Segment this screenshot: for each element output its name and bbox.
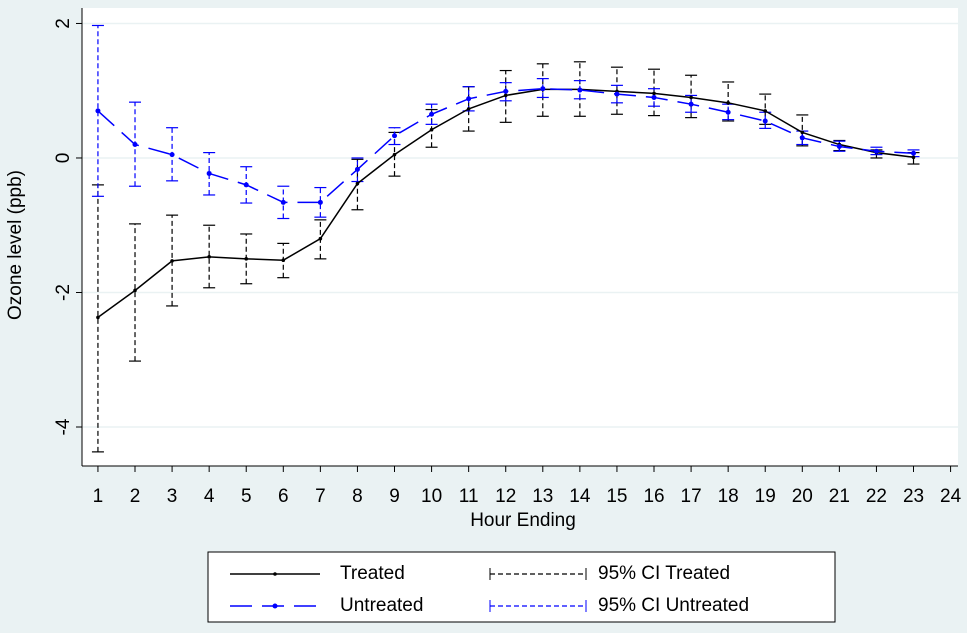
error-bar (314, 186, 327, 218)
error-bar (610, 66, 623, 115)
plot-area (82, 8, 958, 466)
x-tick-label: 3 (167, 486, 178, 507)
error-bar (648, 68, 661, 117)
x-tick-label: 5 (241, 486, 252, 507)
point (799, 135, 805, 141)
legend-marker (273, 572, 277, 576)
point (95, 108, 101, 114)
y-tick-label: 0 (53, 153, 74, 164)
x-tick-label: 12 (495, 486, 516, 507)
point (169, 152, 175, 158)
point (429, 127, 434, 132)
x-tick-label: 1 (93, 486, 104, 507)
point (392, 133, 398, 139)
x-tick-label: 20 (792, 486, 813, 507)
point (392, 152, 397, 157)
x-tick-label: 15 (606, 486, 627, 507)
point (207, 255, 211, 259)
x-tick-label: 2 (130, 486, 141, 507)
point (873, 148, 879, 154)
point (762, 118, 768, 124)
point (911, 150, 917, 156)
point (318, 236, 323, 241)
legend-label: 95% CI Untreated (598, 595, 749, 616)
x-tick-label: 4 (204, 486, 215, 507)
legend-label: Treated (340, 563, 405, 584)
error-bar (685, 74, 698, 119)
x-axis-label: Hour Ending (470, 510, 576, 531)
point (354, 166, 360, 172)
x-tick-label: 8 (352, 486, 363, 507)
legend-label: 95% CI Treated (598, 563, 730, 584)
legend (207, 551, 836, 623)
point (836, 144, 842, 150)
point (725, 109, 731, 115)
point (689, 95, 693, 100)
point (466, 96, 472, 102)
point (911, 155, 916, 160)
point (281, 258, 286, 263)
point (96, 315, 100, 320)
error-bar (91, 24, 104, 197)
x-tick-label: 10 (421, 486, 442, 507)
point (429, 111, 435, 117)
point (170, 259, 174, 263)
y-tick-label: -4 (53, 418, 74, 435)
point (577, 87, 583, 93)
point (726, 101, 730, 105)
point (317, 199, 323, 205)
point (503, 93, 508, 98)
point (688, 101, 694, 107)
point (503, 88, 509, 94)
point (540, 86, 546, 92)
y-tick-label: 2 (53, 18, 74, 29)
error-bar (129, 223, 142, 362)
point (244, 257, 249, 261)
error-bar (796, 114, 809, 147)
x-tick-label: 19 (755, 486, 776, 507)
x-tick-label: 11 (459, 486, 479, 507)
point (355, 181, 360, 186)
x-tick-label: 18 (718, 486, 739, 507)
x-tick-label: 21 (829, 486, 850, 507)
legend-label: Untreated (340, 595, 423, 616)
x-tick-label: 14 (569, 486, 591, 507)
y-axis-label: Ozone level (ppb) (5, 170, 26, 320)
point (614, 91, 620, 97)
point (280, 199, 286, 205)
y-tick-label: -2 (53, 284, 74, 301)
point (132, 142, 138, 148)
x-tick-label: 24 (940, 486, 962, 507)
point (651, 94, 657, 100)
point (133, 288, 137, 293)
x-tick-label: 7 (315, 486, 326, 507)
x-tick-label: 22 (866, 486, 887, 507)
x-tick-label: 13 (532, 486, 553, 507)
point (763, 109, 768, 113)
error-bar (203, 151, 216, 196)
x-tick-label: 9 (389, 486, 400, 507)
point (206, 170, 212, 176)
legend-marker (272, 603, 278, 609)
x-tick-label: 16 (643, 486, 664, 507)
point (243, 182, 249, 188)
point (466, 107, 471, 111)
error-bar (203, 224, 216, 289)
x-tick-label: 23 (903, 486, 924, 507)
error-bar (166, 214, 179, 307)
point (800, 130, 805, 135)
point (652, 91, 656, 96)
x-tick-label: 17 (681, 486, 702, 507)
x-tick-label: 6 (278, 486, 289, 507)
